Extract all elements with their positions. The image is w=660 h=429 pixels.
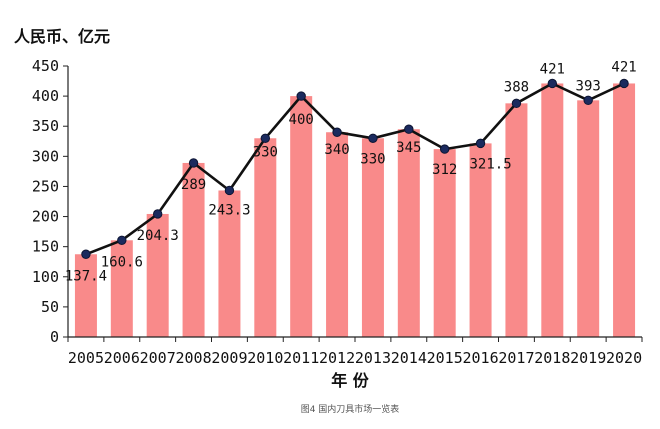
unit-label: 人民币、亿元 (14, 27, 110, 46)
data-label-2005: 137.4 (65, 268, 107, 284)
bar-2020 (613, 83, 636, 337)
point-2006 (117, 235, 127, 245)
bar-series (74, 83, 636, 338)
y-tick-label: 450 (32, 57, 59, 75)
data-label-2010: 330 (253, 144, 278, 160)
point-2014 (404, 124, 414, 134)
bar-2018 (541, 83, 564, 337)
y-tick-label: 200 (32, 208, 59, 226)
y-tick-label: 150 (32, 238, 59, 256)
x-tick-label-2005: 2005 (68, 349, 104, 367)
data-label-2012: 340 (324, 142, 349, 158)
point-2010 (260, 133, 271, 143)
x-tick-label-2014: 2014 (391, 349, 427, 367)
point-2016 (475, 138, 486, 149)
bar-2019 (577, 100, 600, 338)
x-axis: 2005 2006 2007 2008 2009 2010 2011 2012 2013 2014… (67, 336, 643, 367)
y-tick-label: 400 (32, 87, 59, 105)
data-label-2020: 421 (611, 59, 636, 75)
x-tick-label-2013: 2013 (355, 349, 391, 367)
point-2008 (188, 158, 199, 168)
bar-2011 (290, 96, 313, 337)
x-tick-label-2018: 2018 (534, 349, 570, 367)
point-2015 (439, 144, 450, 154)
point-2013 (368, 133, 378, 143)
x-tick-label-2009: 2009 (211, 349, 247, 367)
x-tick-label-2007: 2007 (140, 349, 176, 367)
y-tick-label: 350 (32, 117, 59, 135)
bar-2006 (110, 240, 133, 337)
data-label-2014: 345 (396, 140, 421, 156)
point-2018 (547, 78, 558, 89)
data-label-2011: 400 (289, 112, 314, 128)
data-label-2015: 312 (432, 162, 457, 178)
point-2009 (224, 185, 235, 196)
x-tick-label-2016: 2016 (463, 349, 499, 367)
x-tick-label-2015: 2015 (427, 349, 463, 367)
point-2017 (511, 98, 522, 109)
y-tick-label: 100 (32, 268, 59, 286)
x-tick-label-2012: 2012 (319, 349, 355, 367)
x-axis-title: 年 份 (331, 371, 370, 390)
point-2012 (332, 127, 342, 137)
y-tick-label: 250 (32, 177, 59, 195)
bar-2016 (469, 143, 492, 337)
bar-2014 (397, 129, 420, 337)
y-tick-label: 50 (41, 298, 59, 316)
y-axis: 0 50 100 150 200 250 300 350 400 450 (32, 57, 69, 346)
line-series (81, 78, 629, 259)
point-2011 (296, 91, 306, 101)
x-tick-label-2011: 2011 (283, 349, 319, 367)
point-2007 (152, 209, 163, 219)
x-tick-label-2010: 2010 (247, 349, 283, 367)
data-label-2007: 204.3 (137, 228, 179, 244)
data-label-2018: 421 (540, 61, 565, 77)
data-label-2009: 243.3 (208, 202, 250, 218)
data-label-2008: 289 (181, 177, 206, 193)
x-tick-label-2008: 2008 (176, 349, 212, 367)
bar-2013 (361, 138, 384, 337)
data-label-2019: 393 (576, 78, 601, 94)
bar-2009 (218, 190, 241, 337)
chart-caption: 图4 国内刀具市场一览表 (301, 403, 400, 415)
point-2005 (81, 249, 91, 259)
data-label-2013: 330 (360, 151, 385, 167)
x-tick-label-2019: 2019 (570, 349, 606, 367)
data-label-2016: 321.5 (469, 156, 511, 172)
bar-2008 (182, 162, 205, 337)
bar-2017 (505, 103, 528, 338)
trend-line (85, 82, 625, 256)
point-2020 (619, 78, 629, 89)
data-label-2006: 160.6 (101, 254, 143, 270)
bar-2007 (146, 213, 169, 337)
bar-2005 (74, 254, 97, 337)
bar-2015 (433, 149, 456, 337)
x-tick-label-2020: 2020 (606, 349, 642, 367)
x-tick-label-2006: 2006 (104, 349, 140, 367)
x-tick-label-2017: 2017 (498, 349, 534, 367)
y-tick-label: 0 (50, 328, 59, 346)
bar-2010 (254, 138, 277, 337)
bar-2012 (326, 132, 349, 337)
y-tick-label: 300 (32, 147, 59, 165)
data-label-2017: 388 (504, 79, 529, 95)
point-2019 (583, 95, 593, 106)
